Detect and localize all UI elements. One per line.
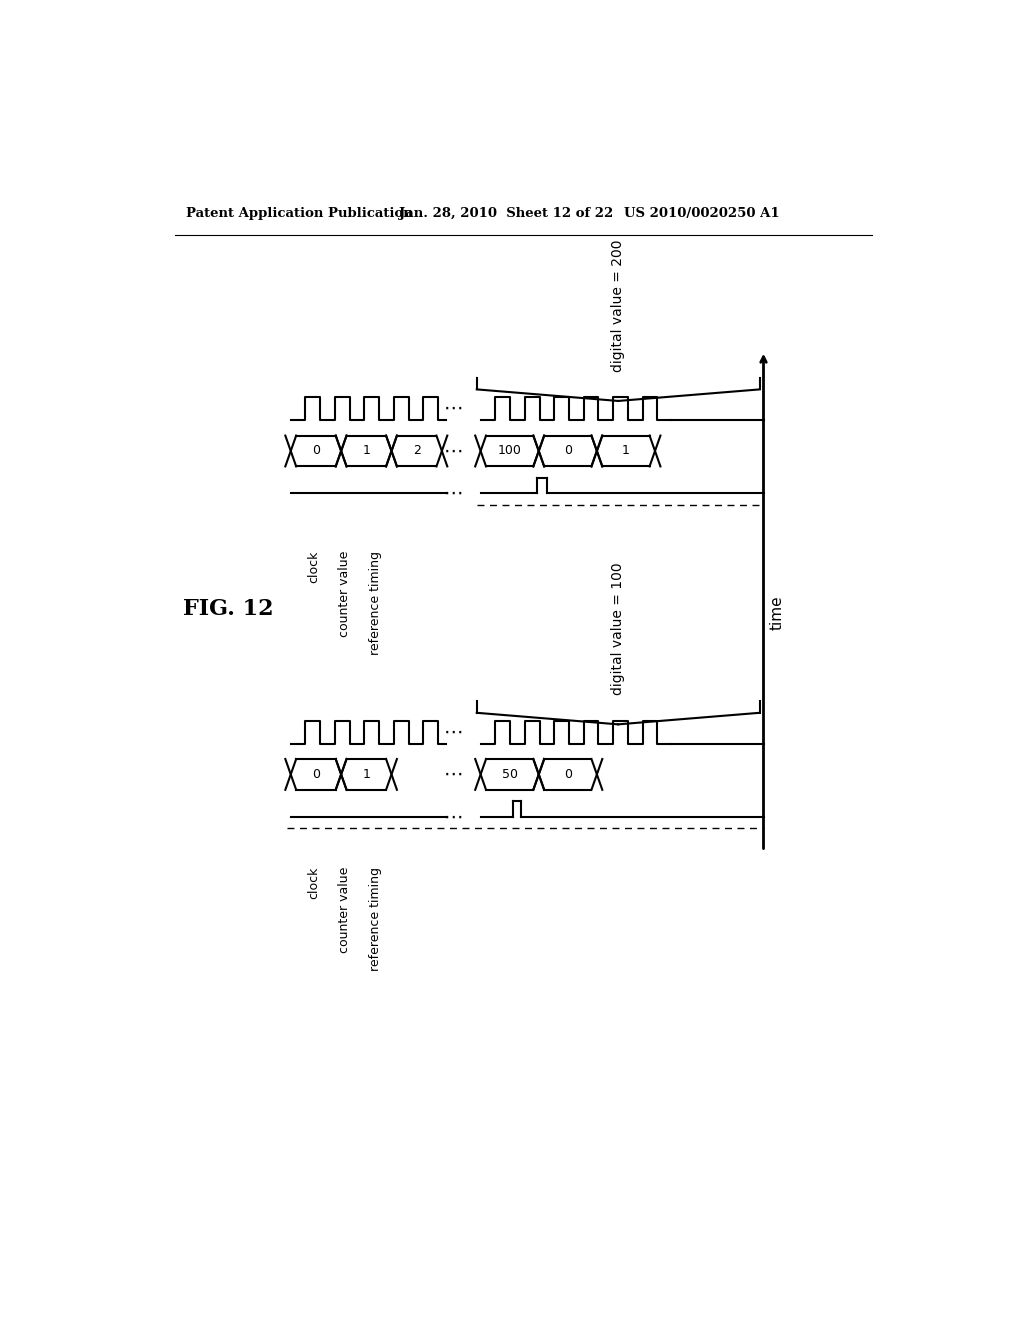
Text: 0: 0 (564, 768, 571, 781)
Text: time: time (770, 595, 785, 630)
Text: 2: 2 (413, 445, 421, 458)
Text: US 2010/0020250 A1: US 2010/0020250 A1 (624, 207, 779, 220)
Text: ⋯: ⋯ (443, 722, 463, 742)
Text: 100: 100 (498, 445, 521, 458)
Text: Jan. 28, 2010  Sheet 12 of 22: Jan. 28, 2010 Sheet 12 of 22 (399, 207, 613, 220)
Text: 0: 0 (564, 445, 571, 458)
Text: ⋯: ⋯ (443, 808, 463, 826)
Text: 0: 0 (312, 445, 319, 458)
Text: ⋯: ⋯ (443, 441, 463, 461)
Text: 1: 1 (362, 768, 371, 781)
Text: counter value: counter value (339, 867, 351, 953)
Text: reference timing: reference timing (370, 867, 383, 970)
Text: digital value = 100: digital value = 100 (611, 562, 626, 696)
Text: reference timing: reference timing (370, 552, 383, 655)
Text: ⋯: ⋯ (443, 764, 463, 784)
Text: Patent Application Publication: Patent Application Publication (186, 207, 413, 220)
Text: FIG. 12: FIG. 12 (183, 598, 274, 620)
Text: 50: 50 (502, 768, 518, 781)
Text: counter value: counter value (339, 552, 351, 638)
Text: ⋯: ⋯ (443, 399, 463, 418)
Text: 1: 1 (622, 445, 630, 458)
Text: 0: 0 (312, 768, 319, 781)
Text: 1: 1 (362, 445, 371, 458)
Text: clock: clock (307, 552, 321, 583)
Text: ⋯: ⋯ (443, 484, 463, 503)
Text: digital value = 200: digital value = 200 (611, 239, 626, 372)
Text: clock: clock (307, 867, 321, 899)
